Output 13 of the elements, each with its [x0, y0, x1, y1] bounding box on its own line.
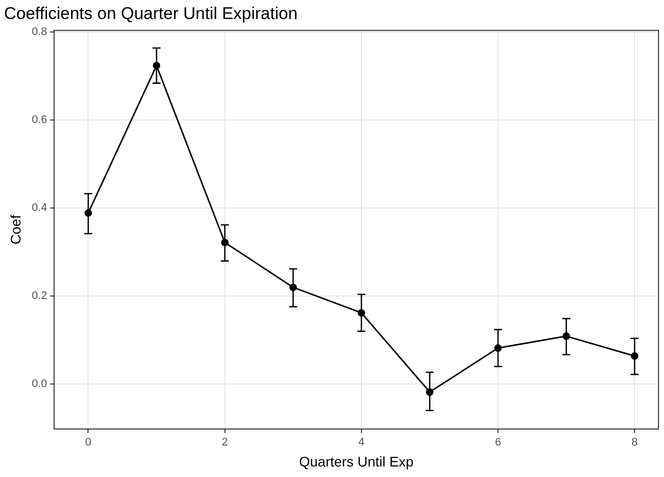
y-axis-title: Coef	[7, 214, 24, 244]
y-tick-label: 0.4	[32, 202, 48, 214]
x-tick-label: 6	[494, 436, 502, 449]
x-tick-label: 8	[632, 436, 638, 449]
x-tick-label: 0	[85, 436, 92, 449]
x-axis-title: Quarters Until Exp	[299, 453, 414, 470]
y-tick-label: 0.8	[32, 26, 48, 38]
y-tick-label: 0.2	[32, 290, 48, 302]
y-tick-label: 0.6	[32, 114, 48, 126]
x-tick-label: 2	[222, 436, 228, 449]
x-tick-label: 4	[358, 436, 364, 449]
chart-title: Coefficients on Quarter Until Expiration	[4, 4, 298, 23]
y-tick-label: 0.0	[32, 378, 48, 390]
